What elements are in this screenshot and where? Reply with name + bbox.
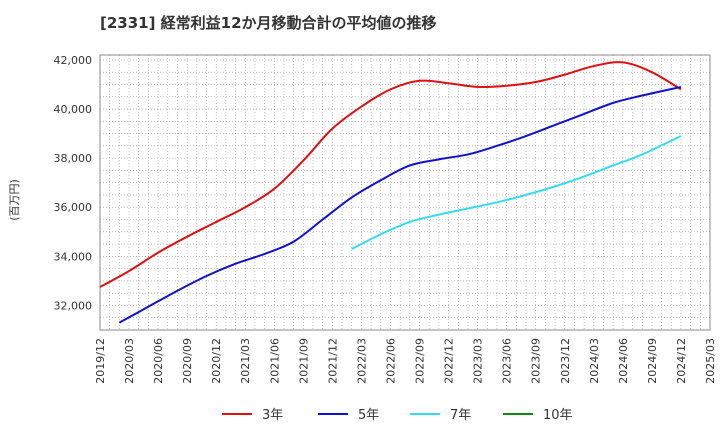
x-tick-label: 2024/09 <box>646 338 659 384</box>
x-tick-label: 2020/09 <box>181 338 194 384</box>
y-tick-label: 40,000 <box>54 103 93 116</box>
x-tick-label: 2021/03 <box>239 338 252 384</box>
x-tick-label: 2019/12 <box>94 338 107 384</box>
x-tick-label: 2022/03 <box>355 338 368 384</box>
series-line-7年 <box>351 135 682 250</box>
legend: 3年 5年 7年 10年 <box>222 408 573 423</box>
x-tick-label: 2023/09 <box>530 338 543 384</box>
series-line-5年 <box>118 85 682 324</box>
x-tick-label: 2023/12 <box>559 338 572 384</box>
y-tick-label: 38,000 <box>54 152 93 165</box>
series-lines <box>99 61 682 324</box>
chart-title: [2331] 経常利益12か月移動合計の平均値の推移 <box>100 14 437 32</box>
x-tick-label: 2020/06 <box>152 338 165 384</box>
x-tick-label: 2024/06 <box>617 338 630 384</box>
x-tick-label: 2022/12 <box>443 338 456 384</box>
x-tick-label: 2021/12 <box>326 338 339 384</box>
x-axis-ticks: 2019/12 2020/03 2020/06 2020/09 2020/12 2021/… <box>94 338 717 384</box>
legend-label: 7年 <box>450 408 471 423</box>
y-tick-label: 36,000 <box>54 201 93 214</box>
legend-label: 10年 <box>543 408 573 423</box>
y-tick-label: 32,000 <box>54 299 93 312</box>
x-tick-label: 2024/12 <box>675 338 688 384</box>
x-tick-label: 2020/12 <box>210 338 223 384</box>
x-tick-label: 2025/03 <box>704 338 717 384</box>
plot-area <box>99 54 711 331</box>
y-axis-label: (百万円) <box>8 179 21 221</box>
x-tick-label: 2023/03 <box>472 338 485 384</box>
x-tick-label: 2021/09 <box>297 338 310 384</box>
x-tick-label: 2023/06 <box>501 338 514 384</box>
series-line-3年 <box>99 61 682 288</box>
x-tick-label: 2024/03 <box>588 338 601 384</box>
x-tick-label: 2021/06 <box>268 338 281 384</box>
legend-label: 5年 <box>358 408 379 423</box>
x-tick-label: 2022/06 <box>384 338 397 384</box>
x-tick-label: 2020/03 <box>123 338 136 384</box>
y-tick-label: 34,000 <box>54 250 93 263</box>
y-axis-ticks: 32,000 34,000 36,000 38,000 40,000 42,000 <box>54 54 93 313</box>
x-tick-label: 2022/09 <box>414 338 427 384</box>
legend-label: 3年 <box>262 408 283 423</box>
y-tick-label: 42,000 <box>54 54 93 67</box>
